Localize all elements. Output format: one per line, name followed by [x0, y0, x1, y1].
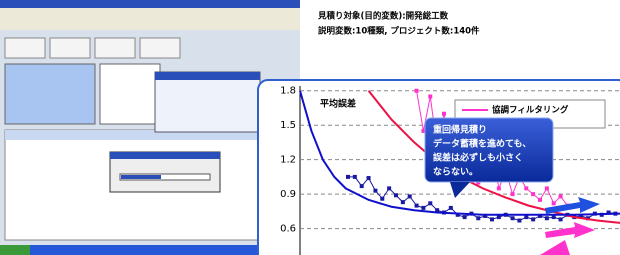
marker: [428, 201, 432, 205]
callout-text: データ蓄積を進めても、: [433, 138, 531, 150]
header-line: 見積り対象(目的変数):開発総工数: [317, 11, 449, 22]
callout-text: 誤差は必ずしも小さく: [433, 152, 523, 164]
marker: [552, 201, 556, 205]
marker: [517, 219, 521, 223]
marker: [394, 193, 398, 197]
marker: [360, 184, 364, 188]
y-tick-label: 0.6: [280, 224, 296, 235]
marker: [497, 186, 501, 190]
marker: [524, 186, 528, 190]
marker: [463, 215, 467, 219]
page: 見積り対象(目的変数):開発総工数 説明変数:10種類, プロジェクト数:140…: [0, 0, 620, 255]
y-tick-label: 1.8: [280, 86, 296, 97]
marker: [538, 198, 542, 202]
marker: [559, 194, 563, 198]
app-screenshot: [0, 0, 300, 255]
marker: [428, 94, 432, 98]
marker: [511, 192, 515, 196]
marker: [476, 216, 480, 220]
chart-title: 平均誤差: [320, 98, 356, 110]
callout-text: ならない。: [433, 167, 478, 178]
marker: [531, 192, 535, 196]
marker: [421, 206, 425, 210]
marker: [531, 217, 535, 221]
header-line: 説明変数:10種類, プロジェクト数:140件: [318, 26, 480, 37]
marker: [387, 186, 391, 190]
marker: [449, 206, 453, 210]
marker: [545, 186, 549, 190]
marker: [373, 189, 377, 193]
marker: [408, 194, 412, 198]
marker: [415, 204, 419, 208]
legend-label: 協調フィルタリング: [492, 105, 569, 116]
slide: 見積り対象(目的変数):開発総工数 説明変数:10種類, プロジェクト数:140…: [0, 0, 620, 255]
marker: [415, 89, 419, 93]
callout-text: 重回帰見積り: [433, 124, 487, 136]
marker: [559, 217, 563, 221]
marker: [353, 175, 357, 179]
marker: [401, 200, 405, 204]
marker: [346, 175, 350, 179]
marker: [442, 112, 446, 116]
marker: [545, 216, 549, 220]
marker: [380, 197, 384, 201]
y-tick-label: 1.2: [280, 155, 296, 166]
marker: [490, 217, 494, 221]
y-tick-label: 0.9: [280, 189, 296, 200]
marker: [511, 216, 515, 220]
marker: [367, 176, 371, 180]
y-tick-label: 1.5: [280, 120, 296, 131]
